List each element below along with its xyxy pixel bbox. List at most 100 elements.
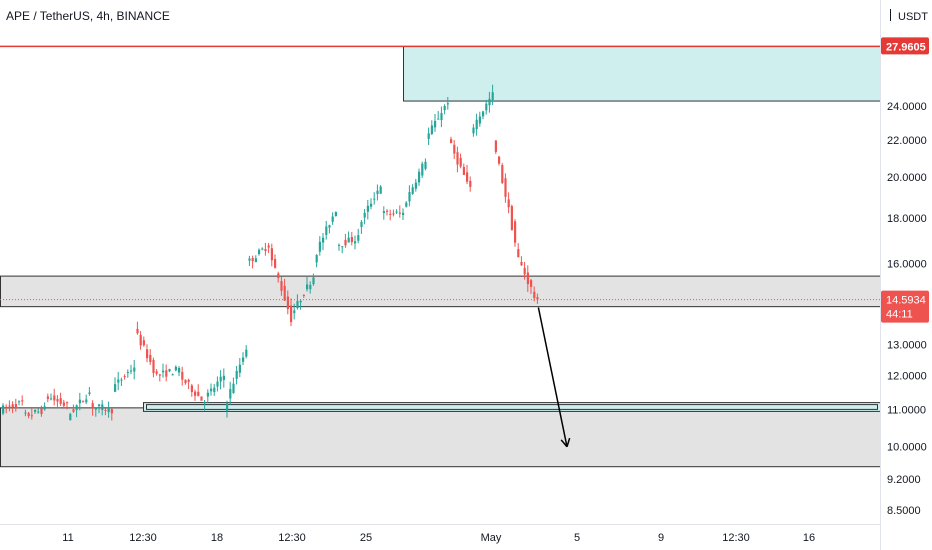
candle-body: [107, 407, 110, 413]
candle: [107, 401, 110, 418]
candle: [408, 185, 411, 207]
candle-body: [357, 235, 360, 241]
x-tick-label: 18: [211, 532, 223, 544]
candle: [245, 345, 248, 359]
candle-body: [75, 405, 78, 410]
candle-body: [5, 406, 8, 408]
candle: [24, 409, 27, 417]
candle: [302, 294, 305, 298]
candle-body: [379, 186, 382, 194]
candle-body: [312, 277, 315, 285]
candle-body: [11, 404, 14, 408]
candle-body: [366, 205, 369, 212]
candle: [158, 373, 161, 382]
candle-body: [456, 152, 459, 165]
x-tick-label: 9: [658, 532, 664, 544]
candle: [274, 254, 277, 269]
candle: [120, 377, 123, 386]
candle: [168, 368, 171, 373]
candle: [88, 387, 91, 396]
candle-body: [174, 366, 177, 371]
candle-body: [200, 396, 203, 401]
candle-body: [507, 199, 510, 208]
candle: [37, 408, 40, 414]
candle-body: [66, 402, 69, 404]
candle-body: [322, 237, 325, 243]
candle: [334, 211, 337, 217]
candle: [530, 278, 533, 294]
candle-body: [235, 370, 238, 379]
candle-body: [162, 370, 165, 373]
candle-body: [171, 374, 174, 376]
candle-body: [453, 144, 456, 154]
time-axis[interactable]: 11 12:30 18 12:30 25 May 5 9 12:30 16: [62, 532, 815, 544]
resistance-price-badge: 27.9605: [881, 37, 929, 55]
candle: [72, 404, 75, 413]
x-tick-label: 12:30: [722, 532, 750, 544]
zone-supply-0[interactable]: [403, 45, 881, 102]
candle-body: [104, 409, 107, 411]
candle: [478, 111, 481, 127]
candle: [466, 164, 469, 185]
candle: [254, 255, 257, 263]
candle: [299, 299, 302, 310]
candle-body: [146, 349, 149, 359]
candle: [213, 383, 216, 396]
x-tick-label: 12:30: [278, 532, 306, 544]
candle: [446, 96, 449, 110]
candle: [146, 344, 149, 363]
candle: [491, 84, 494, 106]
candle-body: [59, 398, 62, 404]
candle-body: [251, 258, 254, 262]
candle: [190, 383, 193, 397]
candle-body: [267, 245, 270, 248]
price-axis[interactable]: 24.0000 22.0000 20.0000 18.0000 16.0000 13.00…: [887, 101, 927, 517]
candle-body: [437, 118, 440, 120]
candle-body: [290, 305, 293, 323]
candle: [123, 374, 126, 380]
candle-body: [325, 226, 328, 235]
candle: [130, 364, 133, 375]
zone-gray-2[interactable]: [0, 407, 881, 468]
candle: [206, 389, 209, 404]
candle-body: [421, 163, 424, 176]
projection-arrow[interactable]: [537, 307, 568, 447]
zone-demand-3[interactable]: [143, 402, 881, 412]
chart-title: APE / TetherUS, 4h, BINANCE: [6, 9, 170, 23]
candle: [162, 363, 165, 378]
candle: [482, 110, 485, 120]
candle: [117, 371, 120, 391]
candle-body: [283, 285, 286, 301]
candle-body: [27, 413, 30, 417]
candle-body: [302, 294, 305, 296]
candle: [514, 219, 517, 247]
candle-body: [440, 113, 443, 121]
candle-body: [354, 241, 357, 244]
candle: [328, 224, 331, 234]
x-tick-label: 25: [360, 532, 372, 544]
candle: [472, 124, 475, 137]
candle: [366, 199, 369, 220]
zone-gray-1[interactable]: [0, 275, 881, 308]
candle: [331, 212, 334, 225]
last-price-badge: 14.5934 44:11: [881, 290, 929, 323]
candle-body: [210, 388, 213, 392]
candle: [370, 198, 373, 210]
candle: [232, 377, 235, 394]
candle: [59, 392, 62, 406]
candle: [424, 158, 427, 171]
candle: [504, 173, 507, 203]
candle: [354, 235, 357, 250]
candle: [30, 408, 33, 420]
currency-unit-button[interactable]: USDT: [890, 9, 928, 23]
candle: [283, 278, 286, 301]
candle: [414, 178, 417, 192]
candle: [373, 192, 376, 205]
candle: [498, 155, 501, 166]
candle: [494, 140, 497, 155]
candle-body: [398, 212, 401, 214]
candle-body: [232, 383, 235, 394]
candle-body: [523, 267, 526, 275]
candle: [242, 352, 245, 366]
